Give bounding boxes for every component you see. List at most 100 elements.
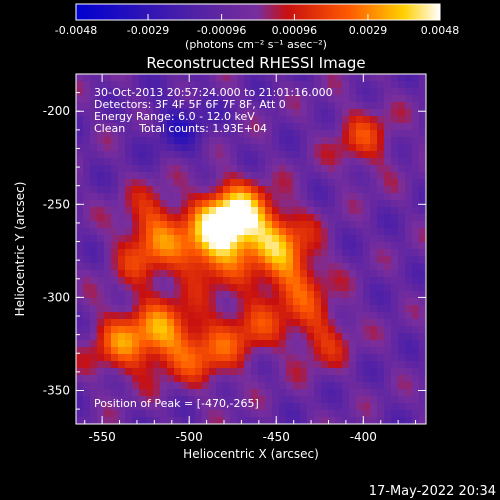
- heatmap-cell: [405, 270, 413, 278]
- heatmap-cell: [300, 102, 308, 110]
- heatmap-cell: [230, 319, 238, 327]
- heatmap-cell: [349, 263, 357, 271]
- heatmap-cell: [391, 291, 399, 299]
- heatmap-cell: [377, 221, 385, 229]
- heatmap-cell: [83, 305, 91, 313]
- heatmap-cell: [181, 382, 189, 390]
- heatmap-cell: [307, 200, 315, 208]
- heatmap-cell: [356, 81, 364, 89]
- heatmap-cell: [146, 284, 154, 292]
- heatmap-cell: [90, 319, 98, 327]
- heatmap-cell: [251, 319, 259, 327]
- heatmap-cell: [153, 403, 161, 411]
- heatmap-cell: [349, 340, 357, 348]
- heatmap-cell: [258, 123, 266, 131]
- heatmap-cell: [279, 235, 287, 243]
- heatmap-cell: [195, 326, 203, 334]
- heatmap-cell: [370, 81, 378, 89]
- heatmap-cell: [293, 88, 301, 96]
- heatmap-cell: [97, 172, 105, 180]
- heatmap-cell: [342, 228, 350, 236]
- x-tick-label: -400: [350, 430, 377, 444]
- heatmap-cell: [356, 165, 364, 173]
- heatmap-cell: [244, 193, 252, 201]
- heatmap-cell: [209, 375, 217, 383]
- heatmap-cell: [111, 207, 119, 215]
- heatmap-cell: [286, 193, 294, 201]
- heatmap-cell: [286, 291, 294, 299]
- heatmap-cell: [349, 158, 357, 166]
- heatmap-cell: [363, 305, 371, 313]
- heatmap-cell: [363, 186, 371, 194]
- heatmap-cell: [167, 95, 175, 103]
- heatmap-cell: [363, 263, 371, 271]
- heatmap-cell: [223, 284, 231, 292]
- heatmap-cell: [195, 298, 203, 306]
- heatmap-cell: [419, 172, 427, 180]
- heatmap-cell: [90, 228, 98, 236]
- heatmap-cell: [384, 137, 392, 145]
- heatmap-cell: [202, 249, 210, 257]
- heatmap-cell: [216, 186, 224, 194]
- heatmap-cell: [349, 116, 357, 124]
- heatmap-cell: [195, 291, 203, 299]
- heatmap-cell: [237, 228, 245, 236]
- heatmap-cell: [412, 319, 420, 327]
- heatmap-cell: [300, 284, 308, 292]
- heatmap-cell: [370, 263, 378, 271]
- heatmap-cell: [419, 235, 427, 243]
- heatmap-cell: [314, 242, 322, 250]
- heatmap-cell: [398, 396, 406, 404]
- heatmap-cell: [342, 403, 350, 411]
- heatmap-cell: [328, 417, 336, 425]
- heatmap-cell: [132, 193, 140, 201]
- heatmap-cell: [307, 305, 315, 313]
- heatmap-cell: [76, 347, 84, 355]
- heatmap-cell: [321, 172, 329, 180]
- heatmap-cell: [153, 137, 161, 145]
- heatmap-cell: [195, 340, 203, 348]
- heatmap-cell: [314, 158, 322, 166]
- heatmap-cell: [307, 291, 315, 299]
- heatmap-cell: [314, 172, 322, 180]
- heatmap-cell: [237, 277, 245, 285]
- heatmap-cell: [97, 263, 105, 271]
- heatmap-cell: [370, 116, 378, 124]
- heatmap-cell: [286, 305, 294, 313]
- heatmap-cell: [370, 403, 378, 411]
- heatmap-cell: [356, 284, 364, 292]
- heatmap-cell: [405, 179, 413, 187]
- heatmap-cell: [293, 375, 301, 383]
- heatmap-cell: [146, 305, 154, 313]
- heatmap-cell: [314, 102, 322, 110]
- heatmap-cell: [188, 130, 196, 138]
- heatmap-cell: [370, 109, 378, 117]
- heatmap-cell: [153, 144, 161, 152]
- heatmap-cell: [419, 228, 427, 236]
- heatmap-cell: [125, 354, 133, 362]
- heatmap-cell: [90, 81, 98, 89]
- heatmap-cell: [356, 417, 364, 425]
- heatmap-cell: [104, 207, 112, 215]
- heatmap-cell: [237, 242, 245, 250]
- heatmap-cell: [132, 95, 140, 103]
- heatmap-cell: [160, 263, 168, 271]
- heatmap-cell: [265, 354, 273, 362]
- heatmap-cell: [377, 207, 385, 215]
- heatmap-cell: [279, 200, 287, 208]
- heatmap-cell: [230, 375, 238, 383]
- heatmap-cell: [97, 193, 105, 201]
- heatmap-cell: [76, 179, 84, 187]
- heatmap-cell: [104, 123, 112, 131]
- heatmap-cell: [398, 214, 406, 222]
- heatmap-cell: [230, 193, 238, 201]
- heatmap-cell: [202, 144, 210, 152]
- heatmap-cell: [132, 417, 140, 425]
- heatmap-cell: [90, 102, 98, 110]
- x-tick-label: -550: [89, 430, 116, 444]
- heatmap-cell: [377, 95, 385, 103]
- heatmap-cell: [76, 200, 84, 208]
- heatmap-cell: [314, 144, 322, 152]
- heatmap-cell: [314, 333, 322, 341]
- heatmap-cell: [293, 312, 301, 320]
